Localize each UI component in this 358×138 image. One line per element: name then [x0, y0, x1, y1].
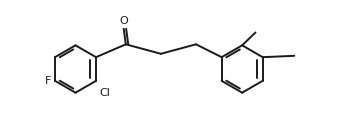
Text: Cl: Cl: [100, 88, 110, 98]
Text: F: F: [44, 76, 51, 86]
Text: O: O: [119, 16, 128, 26]
